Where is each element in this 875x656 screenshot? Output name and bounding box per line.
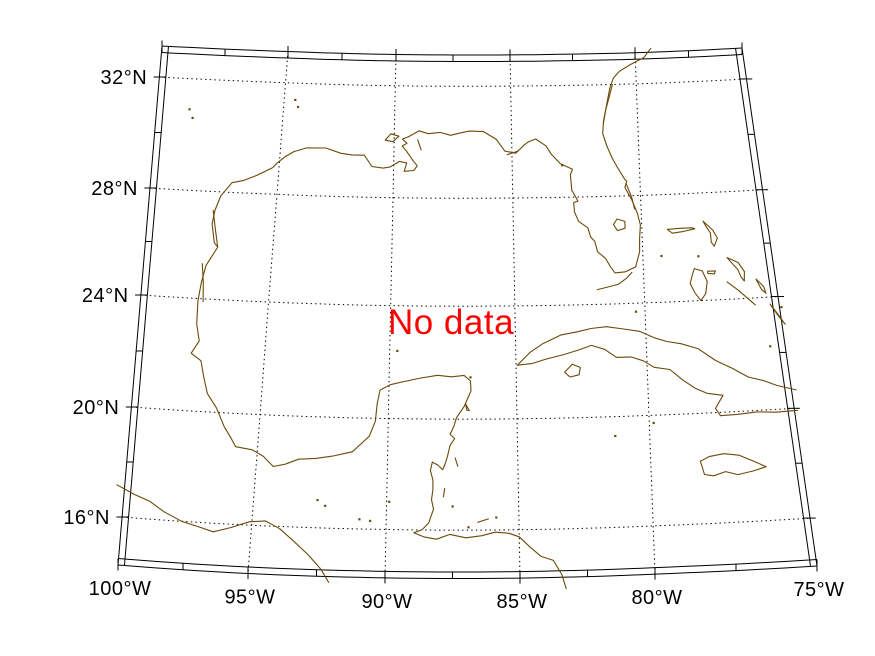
coast-laguna-madre-texas-barrier bbox=[212, 209, 219, 247]
coast-guatemala-lake-2 bbox=[369, 519, 372, 522]
axis-labels: 32°N 28°N 24°N 20°N 16°N 100°W 95°W 90°W 85°W 80°… bbox=[63, 67, 844, 613]
coast-rum-cay bbox=[780, 306, 783, 309]
coast-apalachicola-barrier bbox=[506, 150, 519, 156]
coast-grand-bahama bbox=[666, 227, 696, 234]
coast-indian-river-lagoon bbox=[625, 182, 636, 210]
coast-andros bbox=[689, 268, 708, 302]
coast-new-providence bbox=[707, 270, 716, 275]
coast-isla-contoy bbox=[469, 376, 472, 379]
graticule bbox=[121, 51, 811, 579]
frame-inner-bottom bbox=[117, 558, 818, 573]
coast-banco-chinchorro bbox=[454, 457, 459, 467]
lon-label-95W: 95°W bbox=[224, 587, 275, 609]
no-data-label: No data bbox=[387, 303, 515, 342]
coast-cozumel bbox=[464, 403, 470, 412]
coast-pacific-coast-mexico bbox=[116, 484, 330, 583]
coast-chandeleur-islands bbox=[417, 139, 422, 151]
coast-mainland-us-mexico-centralamerica bbox=[190, 47, 652, 590]
coast-ragged-island bbox=[769, 345, 772, 348]
frame-inner-left bbox=[124, 45, 169, 566]
coast-cay-sal-bank bbox=[634, 310, 638, 313]
coast-turneffe-atoll bbox=[442, 487, 446, 498]
frame-outer-right bbox=[741, 47, 818, 567]
lon-label-100W: 100°W bbox=[89, 578, 152, 600]
lat-label-20N: 20°N bbox=[73, 397, 120, 419]
coast-berry-islands bbox=[697, 255, 700, 258]
gridline-lon-85W bbox=[509, 54, 521, 579]
lon-label-90W: 90°W bbox=[361, 591, 412, 613]
coast-arrecife-alacranes bbox=[396, 349, 399, 352]
coast-exuma-chain bbox=[726, 281, 756, 306]
coast-roatan bbox=[477, 518, 489, 523]
coast-lake-pontchartrain bbox=[384, 133, 400, 143]
gridline-lon-80W bbox=[634, 52, 656, 575]
gridline-lon-95W bbox=[247, 51, 289, 574]
coast-cedar-key bbox=[561, 164, 564, 167]
coast-florida-keys bbox=[596, 271, 633, 291]
coast-long-island-bahamas bbox=[769, 303, 786, 325]
coast-glovers-reef bbox=[451, 505, 454, 508]
coast-guanaja bbox=[495, 516, 498, 519]
coast-texas-hill-lake-1 bbox=[188, 108, 191, 111]
lat-label-16N: 16°N bbox=[63, 507, 110, 529]
coast-toledo-bend-2 bbox=[297, 105, 300, 109]
coast-lake-okeechobee bbox=[612, 218, 626, 232]
coast-lake-peten bbox=[388, 500, 391, 503]
gridline-lat-16 bbox=[121, 516, 811, 531]
coast-georgia-sea-islands bbox=[603, 83, 613, 123]
coast-abaco bbox=[702, 220, 718, 247]
coast-utila bbox=[467, 526, 470, 529]
frame-inner-top bbox=[161, 52, 743, 62]
coast-eleuthera bbox=[726, 257, 745, 282]
frame-outer-top bbox=[161, 45, 743, 56]
gridline-lat-32 bbox=[159, 76, 747, 87]
coast-laguna-madre-mexico-barrier bbox=[201, 263, 204, 303]
coast-cayman-brac bbox=[652, 421, 655, 425]
coast-toledo-bend-1 bbox=[294, 98, 297, 101]
coast-cat-island bbox=[755, 278, 767, 294]
coast-chiapas-lake-2 bbox=[324, 504, 327, 507]
coast-bimini bbox=[660, 254, 663, 258]
coast-isla-de-la-juventud bbox=[564, 363, 581, 378]
coast-cuba-north-coast bbox=[516, 326, 797, 391]
coast-guatemala-lake-1 bbox=[358, 518, 361, 521]
coast-grand-cayman bbox=[614, 434, 617, 438]
lon-label-85W: 85°W bbox=[496, 591, 547, 613]
coastlines bbox=[116, 47, 799, 590]
gridline-lon-90W bbox=[384, 54, 397, 578]
gridline-lat-24 bbox=[140, 294, 779, 307]
lat-label-28N: 28°N bbox=[91, 178, 138, 200]
coast-chiapas-lake-1 bbox=[316, 499, 319, 502]
lon-label-80W: 80°W bbox=[631, 587, 682, 609]
lon-label-75W: 75°W bbox=[793, 579, 844, 601]
gridline-lat-28 bbox=[149, 187, 763, 199]
lat-label-24N: 24°N bbox=[82, 285, 129, 307]
coast-texas-hill-lake-2 bbox=[191, 116, 194, 119]
coast-jamaica bbox=[699, 453, 767, 477]
coast-cuba-south-coast bbox=[516, 344, 799, 417]
lat-label-32N: 32°N bbox=[101, 67, 148, 89]
